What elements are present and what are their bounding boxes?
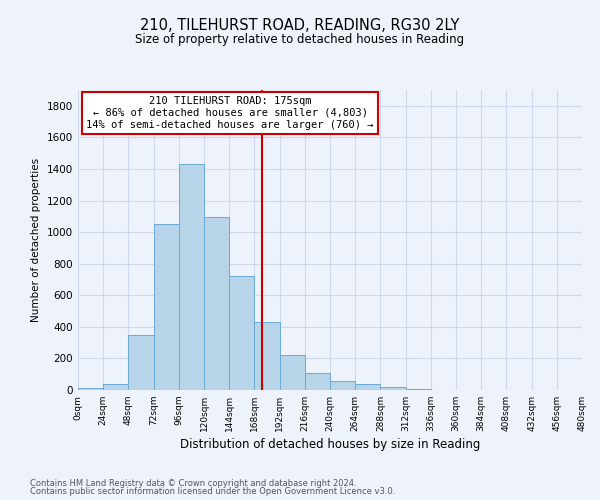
Bar (380, 387, 406, 390)
Bar (229, 276, 254, 390)
Bar (406, 388, 431, 390)
Text: 210, TILEHURST ROAD, READING, RG30 2LY: 210, TILEHURST ROAD, READING, RG30 2LY (140, 18, 460, 32)
X-axis label: Distribution of detached houses by size in Reading: Distribution of detached houses by size … (180, 438, 480, 451)
Y-axis label: Number of detached properties: Number of detached properties (31, 158, 41, 322)
Bar (280, 356, 305, 390)
Bar (204, 217, 229, 390)
Bar (330, 382, 355, 390)
Bar (305, 374, 330, 390)
Bar (78, 388, 103, 390)
Text: Contains HM Land Registry data © Crown copyright and database right 2024.: Contains HM Land Registry data © Crown c… (30, 478, 356, 488)
Bar (355, 384, 380, 390)
Bar (128, 334, 154, 390)
Bar (179, 164, 204, 390)
Bar (154, 224, 179, 390)
Text: Size of property relative to detached houses in Reading: Size of property relative to detached ho… (136, 32, 464, 46)
Text: Contains public sector information licensed under the Open Government Licence v3: Contains public sector information licen… (30, 487, 395, 496)
Text: 210 TILEHURST ROAD: 175sqm
← 86% of detached houses are smaller (4,803)
14% of s: 210 TILEHURST ROAD: 175sqm ← 86% of deta… (86, 96, 374, 130)
Bar (254, 322, 280, 390)
Bar (103, 384, 128, 390)
